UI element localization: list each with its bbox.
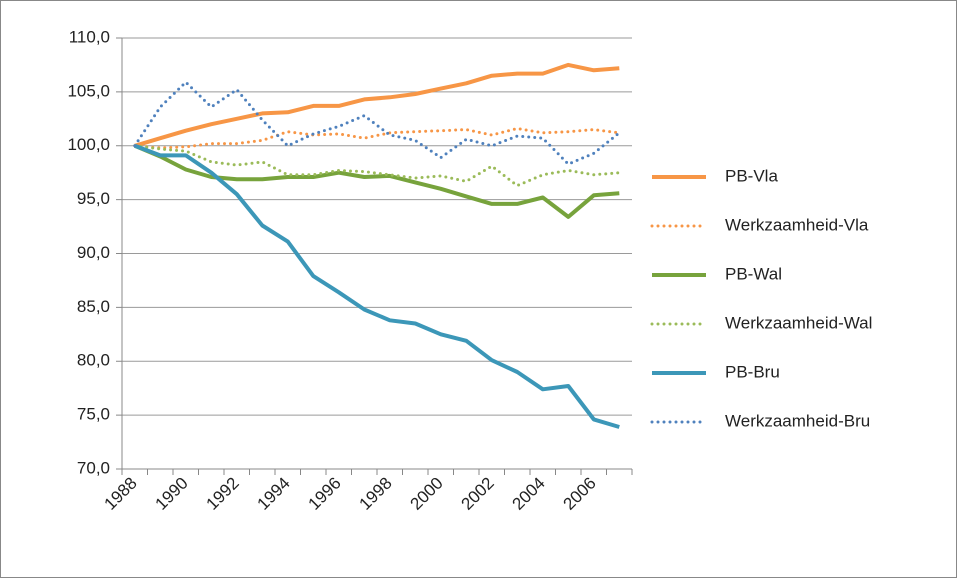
series-line (134, 143, 620, 429)
legend-label: PB-Bru (725, 362, 780, 381)
y-tick-label: 85,0 (77, 297, 110, 316)
series-line (133, 80, 621, 166)
y-tick-label: 95,0 (77, 189, 110, 208)
series-line (134, 62, 620, 148)
legend-label: PB-Vla (725, 166, 778, 185)
legend-label: PB-Wal (725, 264, 782, 283)
y-tick-label: 90,0 (77, 243, 110, 262)
y-tick-label: 70,0 (77, 458, 110, 477)
y-tick-label: 110,0 (69, 27, 110, 46)
legend-label: Werkzaamheid-Bru (725, 411, 870, 430)
series-line (133, 144, 621, 188)
legend-label: Werkzaamheid-Vla (725, 215, 869, 234)
y-tick-label: 100,0 (67, 135, 110, 154)
legend-label: Werkzaamheid-Wal (725, 313, 872, 332)
y-tick-label: 105,0 (67, 81, 110, 100)
series-line (133, 127, 621, 150)
y-tick-label: 75,0 (77, 405, 110, 424)
y-tick-label: 80,0 (77, 351, 110, 370)
